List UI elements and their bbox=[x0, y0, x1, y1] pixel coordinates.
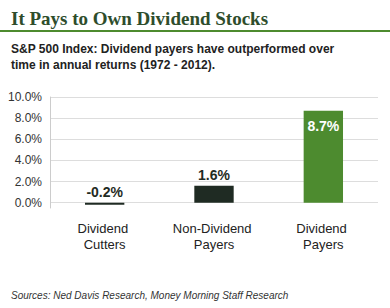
svg-text:It Pays to Own Dividend Stocks: It Pays to Own Dividend Stocks bbox=[11, 8, 268, 29]
svg-text:S&P 500 Index: Dividend payers: S&P 500 Index: Dividend payers have outp… bbox=[11, 42, 338, 56]
svg-text:10.0%: 10.0% bbox=[8, 90, 42, 104]
svg-text:Payers: Payers bbox=[194, 237, 235, 252]
svg-text:1.6%: 1.6% bbox=[198, 167, 230, 183]
svg-text:2.0%: 2.0% bbox=[15, 175, 43, 189]
svg-text:Sources: Ned Davis Research, M: Sources: Ned Davis Research, Money Morni… bbox=[11, 290, 289, 301]
svg-text:Dividend: Dividend bbox=[78, 221, 132, 236]
svg-text:8.0%: 8.0% bbox=[15, 111, 43, 125]
svg-text:4.0%: 4.0% bbox=[15, 153, 43, 167]
svg-text:Payers: Payers bbox=[303, 237, 344, 252]
svg-text:8.7%: 8.7% bbox=[307, 118, 339, 134]
svg-text:6.0%: 6.0% bbox=[15, 132, 43, 146]
svg-text:Cutters: Cutters bbox=[84, 237, 126, 252]
svg-text:Dividend: Dividend bbox=[296, 221, 350, 236]
svg-text:0.0%: 0.0% bbox=[15, 196, 43, 210]
svg-text:-0.2%: -0.2% bbox=[86, 184, 123, 200]
svg-text:Non-Dividend: Non-Dividend bbox=[173, 221, 255, 236]
svg-text:time in annual returns (1972 -: time in annual returns (1972 - 2012). bbox=[11, 58, 215, 72]
